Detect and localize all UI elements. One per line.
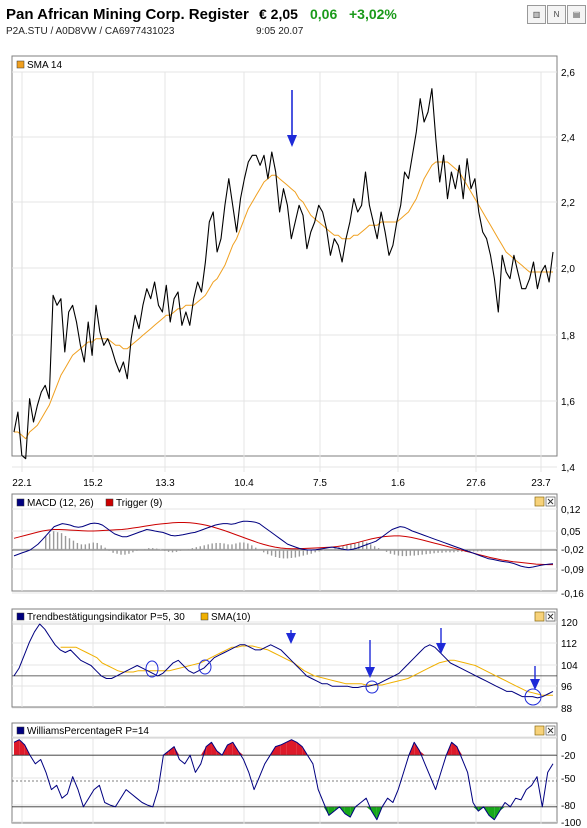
legend-sma-label: SMA 14 xyxy=(27,60,62,71)
y-tick-label: 104 xyxy=(561,661,578,672)
y-tick-label: 2,2 xyxy=(561,198,575,209)
legend-macd-swatch xyxy=(17,499,24,506)
legend-sma-swatch xyxy=(17,61,24,68)
y-tick-label: 0,12 xyxy=(561,505,581,516)
y-tick-label: 96 xyxy=(561,682,573,693)
panel-frame xyxy=(12,56,557,456)
legend-sma10-label: SMA(10) xyxy=(211,612,250,623)
y-tick-label: -50 xyxy=(561,774,576,785)
panel-close-icon[interactable] xyxy=(546,612,555,621)
panel-settings-icon[interactable] xyxy=(535,497,544,506)
x-tick-label: 27.6 xyxy=(466,478,486,489)
panel-settings-icon[interactable] xyxy=(535,612,544,621)
y-tick-label: -80 xyxy=(561,801,576,812)
y-tick-label: 88 xyxy=(561,704,573,715)
x-tick-label: 23.7 xyxy=(531,478,551,489)
y-tick-label: 1,6 xyxy=(561,397,575,408)
x-tick-label: 15.2 xyxy=(83,478,103,489)
x-tick-label: 10.4 xyxy=(234,478,254,489)
y-tick-label: 2,6 xyxy=(561,68,575,79)
y-tick-label: 2,4 xyxy=(561,133,575,144)
legend-trigger-label: Trigger (9) xyxy=(116,498,162,509)
legend-trend-indicator-label: Trendbestätigungsindikator P=5, 30 xyxy=(27,612,185,623)
legend-trend-indicator-swatch xyxy=(17,613,24,620)
legend-sma10-swatch xyxy=(201,613,208,620)
y-tick-label: -0,09 xyxy=(561,565,584,576)
y-tick-label: 2,0 xyxy=(561,264,575,275)
panel-settings-icon[interactable] xyxy=(535,726,544,735)
y-tick-label: 112 xyxy=(561,639,577,650)
x-tick-label: 22.1 xyxy=(12,478,32,489)
legend-williams-swatch xyxy=(17,727,24,734)
y-tick-label: 120 xyxy=(561,618,578,629)
x-tick-label: 7.5 xyxy=(313,478,327,489)
y-tick-label: 0 xyxy=(561,733,567,744)
y-tick-label: 1,8 xyxy=(561,331,575,342)
x-tick-label: 1.6 xyxy=(391,478,405,489)
y-tick-label: -100 xyxy=(561,818,581,828)
x-tick-label: 13.3 xyxy=(155,478,175,489)
panel-close-icon[interactable] xyxy=(546,726,555,735)
y-tick-label: -0,16 xyxy=(561,589,584,600)
y-tick-label: 0,05 xyxy=(561,527,581,538)
legend-trigger-swatch xyxy=(106,499,113,506)
y-tick-label: -0,02 xyxy=(561,545,584,556)
panel-close-icon[interactable] xyxy=(546,497,555,506)
y-tick-label: 1,4 xyxy=(561,463,575,474)
legend-macd-label: MACD (12, 26) xyxy=(27,498,94,509)
legend-williams-label: WilliamsPercentageR P=14 xyxy=(27,726,149,737)
y-tick-label: -20 xyxy=(561,751,576,762)
